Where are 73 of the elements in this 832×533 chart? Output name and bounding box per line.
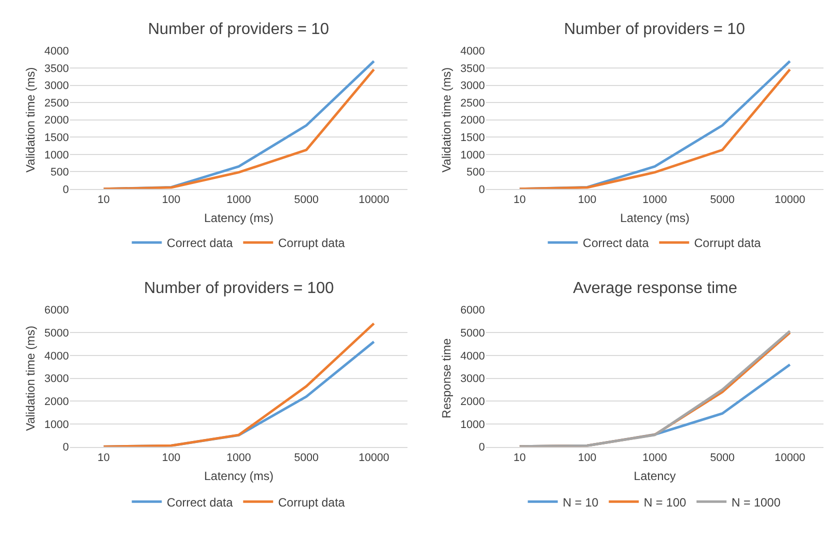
x-axis-title: Latency (ms) [204, 211, 274, 226]
y-tick-label: 0 [62, 184, 69, 196]
legend-label: Correct data [166, 236, 234, 250]
x-tick-label: 100 [578, 194, 596, 206]
y-tick-label: 500 [50, 166, 69, 179]
x-axis-title: Latency [634, 468, 676, 483]
y-axis-title: Validation time (ms) [24, 326, 38, 431]
y-tick-label: 2500 [44, 97, 69, 110]
y-tick-label: 1000 [460, 418, 485, 431]
x-tick-label: 5000 [710, 452, 735, 464]
y-tick-label: 2000 [460, 396, 485, 408]
x-tick-label: 100 [162, 452, 180, 464]
y-tick-label: 1500 [460, 132, 485, 144]
y-tick-label: 1000 [44, 418, 69, 431]
x-tick-label: 10000 [774, 452, 806, 464]
x-tick-label: 10 [98, 194, 110, 206]
y-tick-label: 1000 [44, 149, 69, 162]
legend-label: N = 10 [562, 495, 599, 510]
legend-label: Corrupt data [278, 236, 346, 250]
x-tick-label: 100 [162, 194, 180, 206]
x-tick-label: 10000 [358, 194, 390, 206]
y-tick-label: 2000 [460, 114, 485, 127]
y-axis-title: Response time [440, 338, 454, 418]
y-tick-label: 3000 [44, 80, 69, 92]
y-tick-label: 0 [478, 442, 485, 454]
x-tick-label: 1000 [642, 194, 668, 206]
legend-label: Corrupt data [278, 495, 346, 510]
x-tick-label: 10 [98, 452, 110, 464]
x-axis-title: Latency (ms) [204, 468, 274, 483]
y-tick-label: 1000 [460, 149, 485, 162]
y-tick-label: 5000 [460, 327, 485, 340]
y-tick-label: 4000 [44, 46, 69, 58]
y-tick-label: 4000 [460, 46, 485, 58]
legend-label: Corrupt data [694, 236, 762, 250]
legend-label: Correct data [166, 495, 234, 510]
x-tick-label: 5000 [710, 194, 735, 206]
y-tick-label: 3000 [44, 373, 69, 386]
x-axis-title: Latency (ms) [620, 211, 690, 226]
chart-title: Number of providers = 10 [148, 21, 330, 38]
legend-label: N = 1000 [731, 495, 781, 510]
x-tick-label: 10 [514, 194, 526, 206]
y-tick-label: 3000 [460, 80, 485, 92]
x-tick-label: 100 [578, 452, 596, 464]
y-tick-label: 5000 [44, 327, 69, 340]
y-tick-label: 4000 [460, 350, 485, 362]
y-tick-label: 3500 [460, 62, 485, 75]
y-tick-label: 2500 [460, 97, 485, 110]
chart-title: Average response time [573, 280, 738, 297]
y-axis-title: Validation time (ms) [440, 67, 454, 172]
x-tick-label: 1000 [642, 452, 668, 464]
legend-label: Correct data [582, 236, 650, 250]
legend-label: N = 100 [644, 495, 686, 510]
x-tick-label: 10 [514, 452, 526, 464]
x-tick-label: 5000 [294, 194, 319, 206]
y-tick-label: 2000 [44, 114, 69, 127]
x-tick-label: 10000 [774, 194, 806, 206]
x-tick-label: 10000 [358, 452, 390, 464]
y-tick-label: 2000 [44, 396, 69, 408]
chart-title: Number of providers = 100 [144, 280, 334, 297]
y-axis-title: Validation time (ms) [24, 67, 38, 172]
y-tick-label: 6000 [460, 304, 485, 317]
x-tick-label: 5000 [294, 452, 319, 464]
y-tick-label: 4000 [44, 350, 69, 362]
y-tick-label: 500 [466, 166, 485, 179]
y-tick-label: 1500 [44, 132, 69, 144]
chart-title: Number of providers = 10 [564, 21, 746, 38]
x-tick-label: 1000 [226, 452, 252, 464]
y-tick-label: 3500 [44, 62, 69, 75]
x-tick-label: 1000 [226, 194, 252, 206]
y-tick-label: 0 [62, 442, 69, 454]
y-tick-label: 3000 [460, 373, 485, 386]
y-tick-label: 6000 [44, 304, 69, 317]
y-tick-label: 0 [478, 184, 485, 196]
